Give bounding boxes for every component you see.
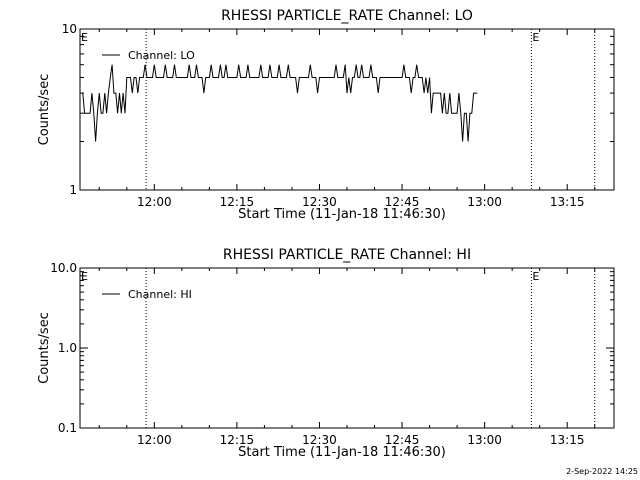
panel1-event-marker-label: E [532,31,539,44]
panel2-x-tick-label: 12:45 [385,433,420,447]
panel1-x-tick-label: 12:45 [385,195,420,209]
panel1-x-axis-label: Start Time (11-Jan-18 11:46:30) [238,207,446,222]
panel2-y-axis-label: Counts/sec [37,312,52,384]
panel2-x-tick-label: 13:00 [467,433,502,447]
panel1-legend-label: Channel: LO [128,49,195,62]
panel2-y-tick-label: 10.0 [50,261,77,275]
panel2-x-tick-label: 12:15 [220,433,255,447]
panel2-event-marker-label: E [532,270,539,283]
panel2-chart-title: RHESSI PARTICLE_RATE Channel: HI [223,247,471,263]
panel2-left-marker-label: E [81,270,88,283]
panel2-x-tick-label: 12:30 [302,433,337,447]
footer-timestamp: 2-Sep-2022 14:25 [566,467,638,476]
panel1-x-tick-label: 12:00 [137,195,172,209]
panel2-x-tick-label: 13:15 [550,433,585,447]
panel1-x-tick-label: 12:30 [302,195,337,209]
panel1-y-tick-label: 10 [62,22,77,36]
panel1-x-tick-label: 13:00 [467,195,502,209]
panel2-x-axis-label: Start Time (11-Jan-18 11:46:30) [238,445,446,460]
panel2-legend-label: Channel: HI [128,288,192,301]
panel1-x-tick-label: 13:15 [550,195,585,209]
panel1-y-tick-label: 1 [69,183,77,197]
panel2-x-tick-label: 12:00 [137,433,172,447]
panel1-chart-title: RHESSI PARTICLE_RATE Channel: LO [221,8,473,24]
panel1-left-marker-label: E [81,31,88,44]
panel2-y-tick-label: 1.0 [58,341,77,355]
panel1-x-tick-label: 12:15 [220,195,255,209]
panel1-y-axis-label: Counts/sec [37,74,52,146]
panel1-series-line [82,64,478,142]
panel2-y-tick-label: 0.1 [58,421,77,435]
